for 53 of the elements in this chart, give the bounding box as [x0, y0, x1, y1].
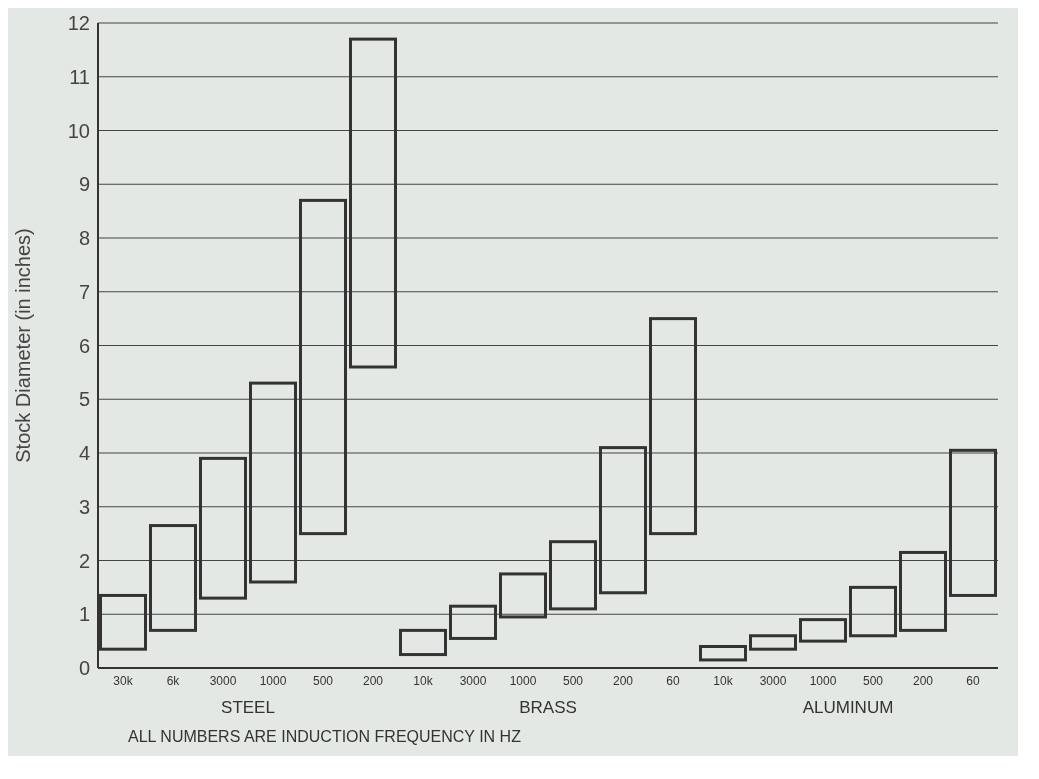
bar	[399, 628, 447, 657]
x-tick-label: 60	[666, 673, 680, 688]
bar	[599, 446, 647, 595]
text: ALL NUMBERS ARE INDUCTION FREQUENCY IN HZ	[128, 728, 522, 747]
bar	[149, 524, 197, 632]
x-tick-label: 1000	[809, 673, 837, 688]
bar	[549, 540, 597, 611]
bar	[899, 550, 947, 632]
x-tick-label: 3000	[209, 673, 237, 688]
bar	[849, 585, 897, 638]
y-tick-label: 1	[78, 603, 90, 626]
text: STEEL	[220, 698, 276, 719]
y-tick-label: 9	[78, 173, 90, 196]
x-tick-label: 6k	[166, 673, 181, 688]
x-tick-label: 500	[562, 673, 584, 688]
x-tick-label: 200	[912, 673, 934, 688]
y-tick-label: 11	[69, 65, 90, 88]
y-tick-label: 8	[78, 227, 90, 250]
x-tick-label: 10k	[713, 673, 734, 688]
y-tick-label: 7	[78, 280, 90, 303]
bar	[799, 618, 847, 643]
y-tick-label: 2	[78, 549, 90, 572]
bar	[699, 645, 747, 662]
x-tick-label: 10k	[413, 673, 434, 688]
y-tick-label: 10	[67, 119, 90, 142]
bar	[499, 572, 547, 619]
bar	[949, 448, 997, 597]
bar	[449, 604, 497, 640]
x-tick-label: 1000	[259, 673, 287, 688]
x-tick-label: 3000	[459, 673, 487, 688]
y-tick-label: 5	[78, 388, 90, 411]
x-tick-label: 3000	[759, 673, 787, 688]
x-tick-label: 500	[862, 673, 884, 688]
y-tick-label: 6	[78, 334, 90, 357]
y-axis-title: Stock Diameter (in inches)	[12, 228, 35, 463]
bar	[199, 456, 247, 600]
y-tick-label: 3	[78, 495, 90, 518]
y-tick-label: 4	[78, 442, 90, 465]
bar	[249, 381, 297, 584]
x-tick-label: 30k	[113, 673, 134, 688]
x-tick-label: 200	[362, 673, 384, 688]
x-tick-label: 60	[966, 673, 980, 688]
y-tick-label: 0	[78, 657, 90, 680]
y-tick-label: 12	[67, 12, 90, 35]
bar	[299, 198, 347, 536]
bar	[749, 634, 797, 651]
x-tick-label: 200	[612, 673, 634, 688]
bar	[649, 317, 697, 536]
x-tick-label: 1000	[509, 673, 537, 688]
text: BRASS	[518, 698, 578, 719]
bar	[349, 37, 397, 369]
x-tick-label: 500	[312, 673, 334, 688]
text: ALUMINUM	[801, 698, 895, 719]
